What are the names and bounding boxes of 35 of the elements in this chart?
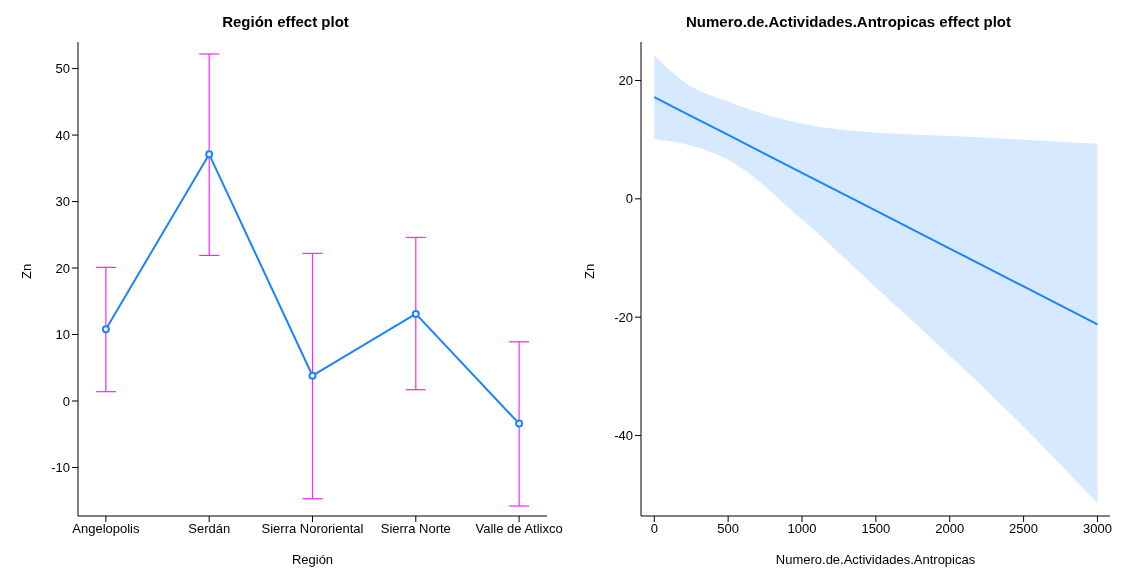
x-axis-title: Región [291, 552, 334, 567]
x-tick-label: Serdán [188, 521, 231, 537]
x-tick-label: 1500 [861, 521, 891, 537]
point [515, 419, 524, 428]
x-tick-label: 2500 [1009, 521, 1039, 537]
x-tick-label: Sierra Nororiental [261, 521, 364, 537]
point [205, 150, 214, 159]
chart-title: Región effect plot [221, 12, 350, 32]
x-tick-label: 2000 [935, 521, 965, 537]
line-series [653, 96, 1099, 326]
x-tick-label: 500 [717, 521, 739, 537]
x-tick-label: 1000 [787, 521, 817, 537]
y-tick-label: 10 [55, 327, 70, 343]
y-tick-label: -40 [614, 428, 633, 444]
x-tick-label: Sierra Norte [380, 521, 451, 537]
x-tick-label: 3000 [1082, 521, 1112, 537]
x-tick-label: Valle de Atlixco [475, 521, 563, 537]
x-tick-label: Angelopolis [72, 521, 140, 537]
y-axis-title: Zn [18, 263, 34, 279]
y-tick-label: 20 [55, 260, 70, 276]
y-tick-label: 20 [618, 73, 633, 89]
chart-title: Numero.de.Actividades.Antropicas effect plot [684, 12, 1013, 32]
y-tick-label: 30 [55, 194, 70, 210]
x-axis-title: Numero.de.Actividades.Antropicas [775, 552, 976, 567]
y-tick-label: -20 [614, 309, 633, 325]
x-tick-label: 0 [650, 521, 658, 537]
y-tick-label: 40 [55, 127, 70, 143]
point [308, 371, 317, 380]
point [411, 309, 420, 318]
y-tick-label: -10 [51, 460, 70, 476]
y-axis-title: Zn [581, 263, 597, 279]
y-tick-label: 50 [55, 61, 70, 77]
y-tick-label: 0 [625, 191, 633, 207]
y-tick-label: 0 [62, 393, 70, 409]
point [101, 325, 110, 334]
